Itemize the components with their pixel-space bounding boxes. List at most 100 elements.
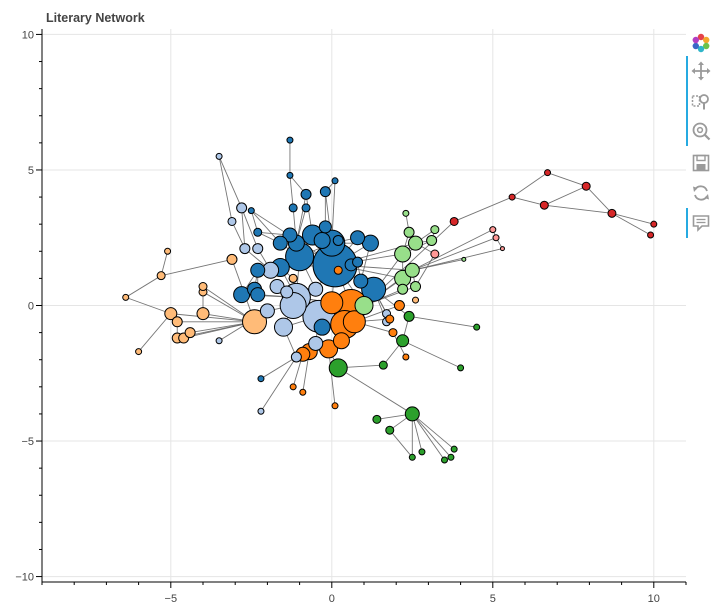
network-node[interactable] (408, 235, 424, 251)
network-node[interactable] (257, 407, 265, 415)
network-node[interactable] (394, 245, 412, 263)
network-node[interactable] (404, 262, 420, 278)
network-node[interactable] (581, 181, 591, 191)
network-node[interactable] (447, 453, 455, 461)
network-node[interactable] (332, 234, 344, 246)
network-node[interactable] (441, 456, 448, 464)
network-node[interactable] (215, 152, 223, 160)
network-node[interactable] (350, 230, 366, 246)
network-node[interactable] (122, 293, 130, 301)
box-zoom-tool[interactable] (686, 86, 716, 116)
network-node[interactable] (404, 406, 420, 422)
pan-tool[interactable] (686, 56, 716, 86)
network-node[interactable] (236, 202, 248, 214)
network-node[interactable] (403, 226, 415, 238)
network-node[interactable] (650, 220, 658, 228)
network-node[interactable] (378, 360, 388, 370)
network-node[interactable] (449, 216, 459, 226)
network-node[interactable] (247, 207, 255, 215)
network-node[interactable] (299, 388, 307, 396)
network-node[interactable] (499, 246, 505, 252)
network-node[interactable] (239, 243, 251, 255)
network-node[interactable] (156, 271, 166, 281)
network-node[interactable] (252, 243, 264, 255)
network-node[interactable] (328, 358, 348, 378)
network-node[interactable] (426, 234, 438, 246)
network-node[interactable] (352, 256, 364, 268)
network-node[interactable] (402, 353, 410, 361)
network-node[interactable] (301, 203, 311, 213)
network-node[interactable] (332, 332, 350, 350)
network-node[interactable] (607, 208, 617, 218)
network-node[interactable] (385, 314, 395, 324)
network-node[interactable] (473, 323, 481, 331)
network-node[interactable] (430, 225, 440, 235)
network-node[interactable] (259, 303, 275, 319)
network-node[interactable] (288, 273, 298, 283)
network-node[interactable] (196, 307, 210, 321)
network-node[interactable] (354, 296, 374, 315)
wheel-zoom-tool[interactable] (686, 116, 716, 146)
network-node[interactable] (342, 310, 366, 334)
network-node[interactable] (313, 231, 331, 249)
network-node[interactable] (320, 291, 344, 315)
network-node[interactable] (164, 307, 178, 321)
network-node[interactable] (544, 169, 552, 177)
network-node[interactable] (135, 348, 143, 356)
network-node[interactable] (253, 227, 263, 237)
network-node[interactable] (331, 177, 339, 185)
network-node[interactable] (418, 448, 426, 456)
network-node[interactable] (300, 188, 312, 200)
network-node[interactable] (331, 402, 339, 410)
network-node[interactable] (227, 216, 237, 226)
node-layer[interactable] (122, 136, 658, 464)
network-node[interactable] (402, 209, 410, 217)
network-node[interactable] (410, 281, 422, 293)
network-node[interactable] (461, 256, 467, 262)
network-node[interactable] (333, 265, 343, 275)
network-node[interactable] (280, 285, 294, 299)
network-node[interactable] (388, 328, 398, 338)
network-node[interactable] (184, 327, 196, 339)
network-node[interactable] (397, 283, 409, 295)
network-node[interactable] (412, 296, 420, 304)
network-node[interactable] (257, 375, 265, 383)
network-node[interactable] (164, 247, 172, 255)
bokeh-logo-icon[interactable] (686, 28, 716, 58)
network-node[interactable] (272, 235, 288, 251)
network-node[interactable] (396, 334, 410, 348)
network-node[interactable] (282, 227, 298, 243)
network-node[interactable] (385, 425, 395, 435)
network-node[interactable] (492, 234, 500, 242)
network-node[interactable] (408, 453, 416, 461)
network-node[interactable] (288, 203, 298, 213)
network-node[interactable] (198, 282, 208, 292)
hover-tool[interactable] (686, 208, 716, 238)
network-node[interactable] (250, 262, 266, 278)
network-node[interactable] (226, 253, 238, 265)
network-node[interactable] (319, 186, 331, 198)
network-node[interactable] (393, 300, 405, 311)
network-node[interactable] (457, 364, 465, 372)
network-node[interactable] (274, 317, 293, 337)
save-tool[interactable] (686, 148, 716, 178)
network-node[interactable] (171, 316, 183, 328)
reset-tool[interactable] (686, 178, 716, 208)
network-node[interactable] (313, 318, 331, 336)
network-node[interactable] (372, 414, 382, 424)
network-node[interactable] (353, 273, 369, 289)
network-node[interactable] (508, 193, 516, 201)
network-node[interactable] (215, 337, 223, 345)
network-node[interactable] (250, 287, 266, 303)
network-node[interactable] (318, 220, 332, 234)
network-node[interactable] (286, 171, 294, 179)
network-node[interactable] (308, 335, 324, 351)
network-node[interactable] (403, 310, 415, 322)
network-node[interactable] (286, 136, 294, 144)
network-node[interactable] (308, 281, 324, 297)
network-node[interactable] (647, 231, 655, 239)
network-node[interactable] (450, 445, 458, 453)
network-node[interactable] (289, 383, 297, 391)
network-node[interactable] (290, 351, 302, 363)
